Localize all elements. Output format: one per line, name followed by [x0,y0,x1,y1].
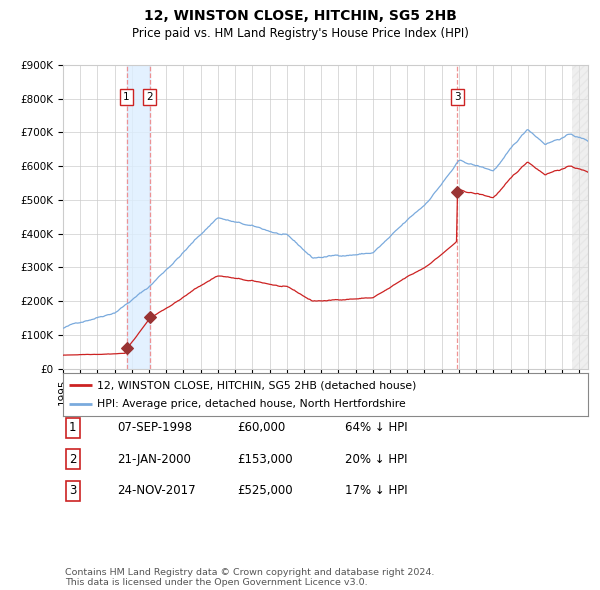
Point [122,344,131,353]
Text: 2: 2 [146,92,153,102]
Text: 2: 2 [69,453,76,466]
Text: 3: 3 [454,92,460,102]
Text: 12, WINSTON CLOSE, HITCHIN, SG5 2HB (detached house): 12, WINSTON CLOSE, HITCHIN, SG5 2HB (det… [97,381,416,391]
Text: 1: 1 [123,92,130,102]
Text: Contains HM Land Registry data © Crown copyright and database right 2024.
This d: Contains HM Land Registry data © Crown c… [65,568,434,587]
Bar [572,65,600,369]
Text: Price paid vs. HM Land Registry's House Price Index (HPI): Price paid vs. HM Land Registry's House … [131,27,469,40]
Text: 3: 3 [69,484,76,497]
Point [145,312,155,322]
Text: 1: 1 [69,421,76,434]
Text: £525,000: £525,000 [237,484,293,497]
Text: 12, WINSTON CLOSE, HITCHIN, SG5 2HB: 12, WINSTON CLOSE, HITCHIN, SG5 2HB [143,9,457,23]
Text: 17% ↓ HPI: 17% ↓ HPI [345,484,407,497]
Text: 64% ↓ HPI: 64% ↓ HPI [345,421,407,434]
Text: 24-NOV-2017: 24-NOV-2017 [117,484,196,497]
Text: £153,000: £153,000 [237,453,293,466]
Text: 20% ↓ HPI: 20% ↓ HPI [345,453,407,466]
Text: HPI: Average price, detached house, North Hertfordshire: HPI: Average price, detached house, Nort… [97,399,406,409]
Text: £60,000: £60,000 [237,421,285,434]
Text: 21-JAN-2000: 21-JAN-2000 [117,453,191,466]
Bar [127,65,150,369]
Text: 07-SEP-1998: 07-SEP-1998 [117,421,192,434]
Point [452,187,462,196]
